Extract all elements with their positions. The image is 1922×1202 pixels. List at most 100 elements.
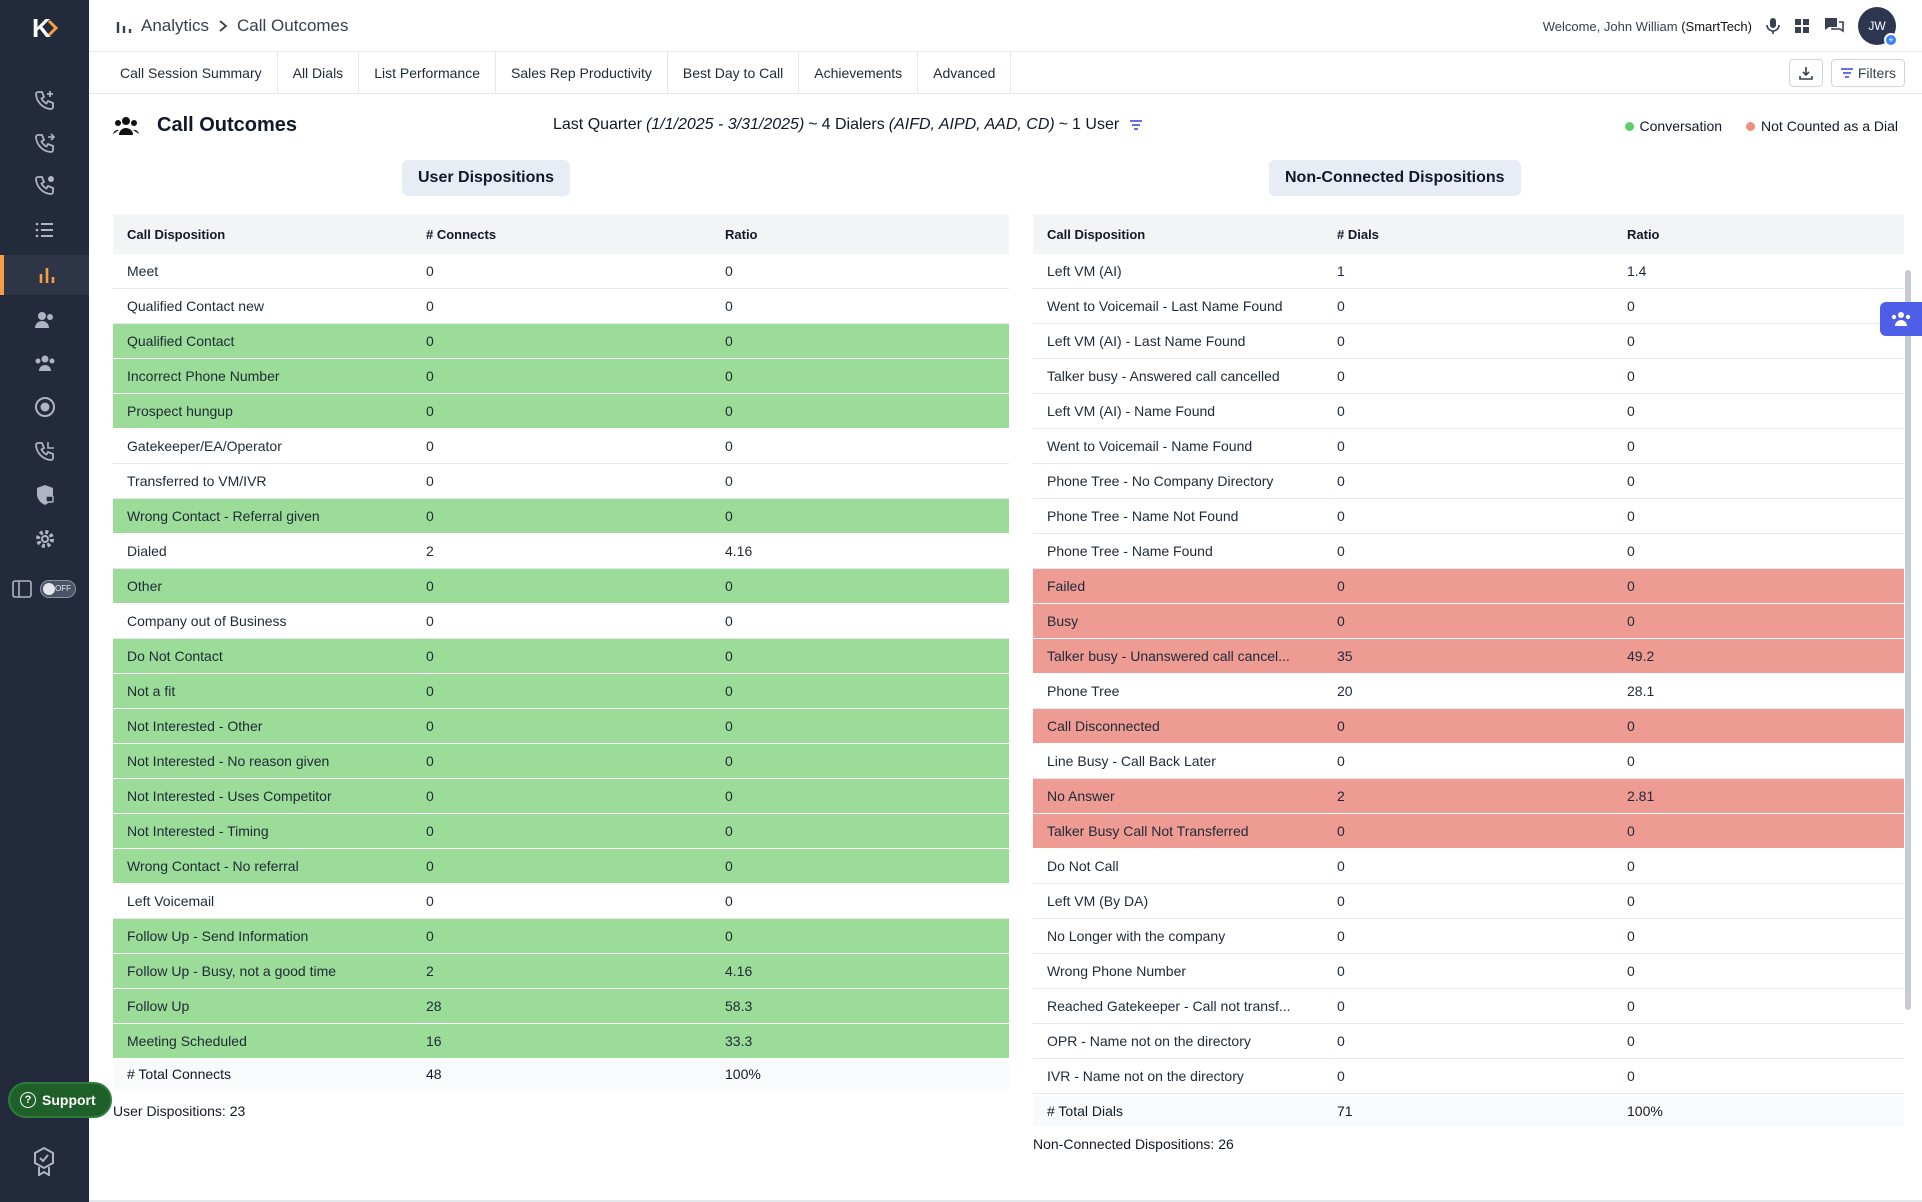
apps-grid-icon[interactable] [1794,18,1810,34]
table-scrollbar[interactable] [1904,258,1912,1086]
team-panel-button[interactable] [1880,302,1922,336]
table-row[interactable]: Talker busy - Unanswered call cancel... 3… [1033,639,1904,674]
table-row[interactable]: Follow Up - Send Information 0 0 [113,919,1009,954]
nav-call-logs[interactable] [0,431,89,471]
table-row[interactable]: Went to Voicemail - Last Name Found 0 0 [1033,289,1904,324]
table-row[interactable]: Phone Tree 20 28.1 [1033,674,1904,709]
avatar-status-icon: + [1884,33,1898,47]
table-row[interactable]: Talker Busy Call Not Transferred 0 0 [1033,814,1904,849]
tab-sales-rep-productivity[interactable]: Sales Rep Productivity [496,52,668,94]
achievements-badge[interactable] [32,1146,56,1181]
table-row[interactable]: Incorrect Phone Number 0 0 [113,359,1009,394]
breadcrumb-analytics[interactable]: Analytics [141,15,210,35]
nav-analytics[interactable] [0,255,89,295]
table-row[interactable]: No Longer with the company 0 0 [1033,919,1904,954]
table-row[interactable]: No Answer 2 2.81 [1033,779,1904,814]
cell-ratio: 0 [725,718,733,734]
col-ratio[interactable]: Ratio [725,226,758,242]
legend-label: Conversation [1639,118,1723,134]
logo-icon: K [32,13,59,43]
sidebar-toggle[interactable]: OFF [40,580,76,598]
table-row[interactable]: Left VM (By DA) 0 0 [1033,884,1904,919]
filters-button[interactable]: Filters [1830,59,1905,87]
user-filter-icon[interactable] [1129,119,1143,131]
table-row[interactable]: Phone Tree - Name Found 0 0 [1033,534,1904,569]
col-dials[interactable]: # Dials [1337,226,1379,242]
table-row[interactable]: Other 0 0 [113,569,1009,604]
cell-count: 0 [426,858,434,874]
table-row[interactable]: Phone Tree - No Company Directory 0 0 [1033,464,1904,499]
table-row[interactable]: Qualified Contact 0 0 [113,324,1009,359]
user-dispositions-summary: User Dispositions: 23 [113,1103,246,1119]
user-avatar[interactable]: JW + [1858,7,1898,47]
nav-teams[interactable] [0,343,89,383]
nav-settings[interactable] [0,519,89,559]
tab-advanced[interactable]: Advanced [918,52,1012,94]
table-row[interactable]: Qualified Contact new 0 0 [113,289,1009,324]
table-row[interactable]: Call Disconnected 0 0 [1033,709,1904,744]
cell-ratio: 0 [1627,613,1635,629]
col-call-disposition[interactable]: Call Disposition [1047,226,1146,242]
table-row[interactable]: Prospect hungup 0 0 [113,394,1009,429]
download-button[interactable] [1788,59,1823,87]
table-row[interactable]: Do Not Call 0 0 [1033,849,1904,884]
nav-lists[interactable] [0,210,89,250]
table-row[interactable]: Phone Tree - Name Not Found 0 0 [1033,499,1904,534]
table-row[interactable]: Talker busy - Answered call cancelled 0 0 [1033,359,1904,394]
table-row[interactable]: Not Interested - No reason given 0 0 [113,744,1009,779]
table-row[interactable]: Meeting Scheduled 16 33.3 [113,1024,1009,1059]
tab-achievements[interactable]: Achievements [799,52,919,94]
table-row[interactable]: Follow Up 28 58.3 [113,989,1009,1024]
table-row[interactable]: Left VM (AI) - Last Name Found 0 0 [1033,324,1904,359]
nav-power-dialer[interactable] [0,123,89,163]
col-connects[interactable]: # Connects [426,226,497,242]
nav-contacts[interactable] [0,300,89,340]
table-row[interactable]: OPR - Name not on the directory 0 0 [1033,1024,1904,1059]
table-row[interactable]: Not Interested - Other 0 0 [113,709,1009,744]
analytics-icon [116,21,132,33]
nav-parallel-dialer[interactable] [0,165,89,205]
cell-disposition: Do Not Call [1047,858,1119,874]
table-row[interactable]: Wrong Contact - Referral given 0 0 [113,499,1009,534]
table-row[interactable]: Left Voicemail 0 0 [113,884,1009,919]
table-row[interactable]: Failed 0 0 [1033,569,1904,604]
table-row[interactable]: Left VM (AI) 1 1.4 [1033,254,1904,289]
tab-list-performance[interactable]: List Performance [359,52,497,94]
col-call-disposition[interactable]: Call Disposition [127,226,226,242]
total-ratio: 100% [725,1066,761,1082]
table-row[interactable]: Meet 0 0 [113,254,1009,289]
col-ratio[interactable]: Ratio [1627,226,1660,242]
microphone-icon[interactable] [1766,17,1780,35]
cell-count: 0 [426,823,434,839]
nav-dialer[interactable] [0,80,89,120]
table-row[interactable]: Not a fit 0 0 [113,674,1009,709]
table-row[interactable]: Not Interested - Uses Competitor 0 0 [113,779,1009,814]
table-row[interactable]: Line Busy - Call Back Later 0 0 [1033,744,1904,779]
table-row[interactable]: Company out of Business 0 0 [113,604,1009,639]
tab-best-day-to-call[interactable]: Best Day to Call [668,52,800,94]
table-row[interactable]: Transferred to VM/IVR 0 0 [113,464,1009,499]
table-row[interactable]: Not Interested - Timing 0 0 [113,814,1009,849]
table-row[interactable]: Reached Gatekeeper - Call not transf... 0… [1033,989,1904,1024]
table-row[interactable]: Busy 0 0 [1033,604,1904,639]
cell-disposition: Talker busy - Unanswered call cancel... [1047,648,1290,664]
app-logo[interactable]: K [27,10,63,46]
cell-count: 0 [1337,998,1345,1014]
tab-all-dials[interactable]: All Dials [278,52,360,94]
table-row[interactable]: Wrong Phone Number 0 0 [1033,954,1904,989]
table-row[interactable]: IVR - Name not on the directory 0 0 [1033,1059,1904,1094]
table-row[interactable]: Do Not Contact 0 0 [113,639,1009,674]
table-row[interactable]: Follow Up - Busy, not a good time 2 4.16 [113,954,1009,989]
table-row[interactable]: Wrong Contact - No referral 0 0 [113,849,1009,884]
table-row[interactable]: Left VM (AI) - Name Found 0 0 [1033,394,1904,429]
nav-recordings[interactable] [0,387,89,427]
table-row[interactable]: Gatekeeper/EA/Operator 0 0 [113,429,1009,464]
table-row[interactable]: Went to Voicemail - Name Found 0 0 [1033,429,1904,464]
table-body[interactable]: Left VM (AI) 1 1.4 Went to Voicemail - Last… [1033,254,1904,1096]
tab-call-session-summary[interactable]: Call Session Summary [89,52,278,94]
support-button[interactable]: ? Support [8,1082,112,1118]
scrollbar-thumb[interactable] [1905,270,1911,1010]
chat-icon[interactable] [1824,17,1844,35]
nav-compliance[interactable] [0,475,89,515]
table-row[interactable]: Dialed 2 4.16 [113,534,1009,569]
